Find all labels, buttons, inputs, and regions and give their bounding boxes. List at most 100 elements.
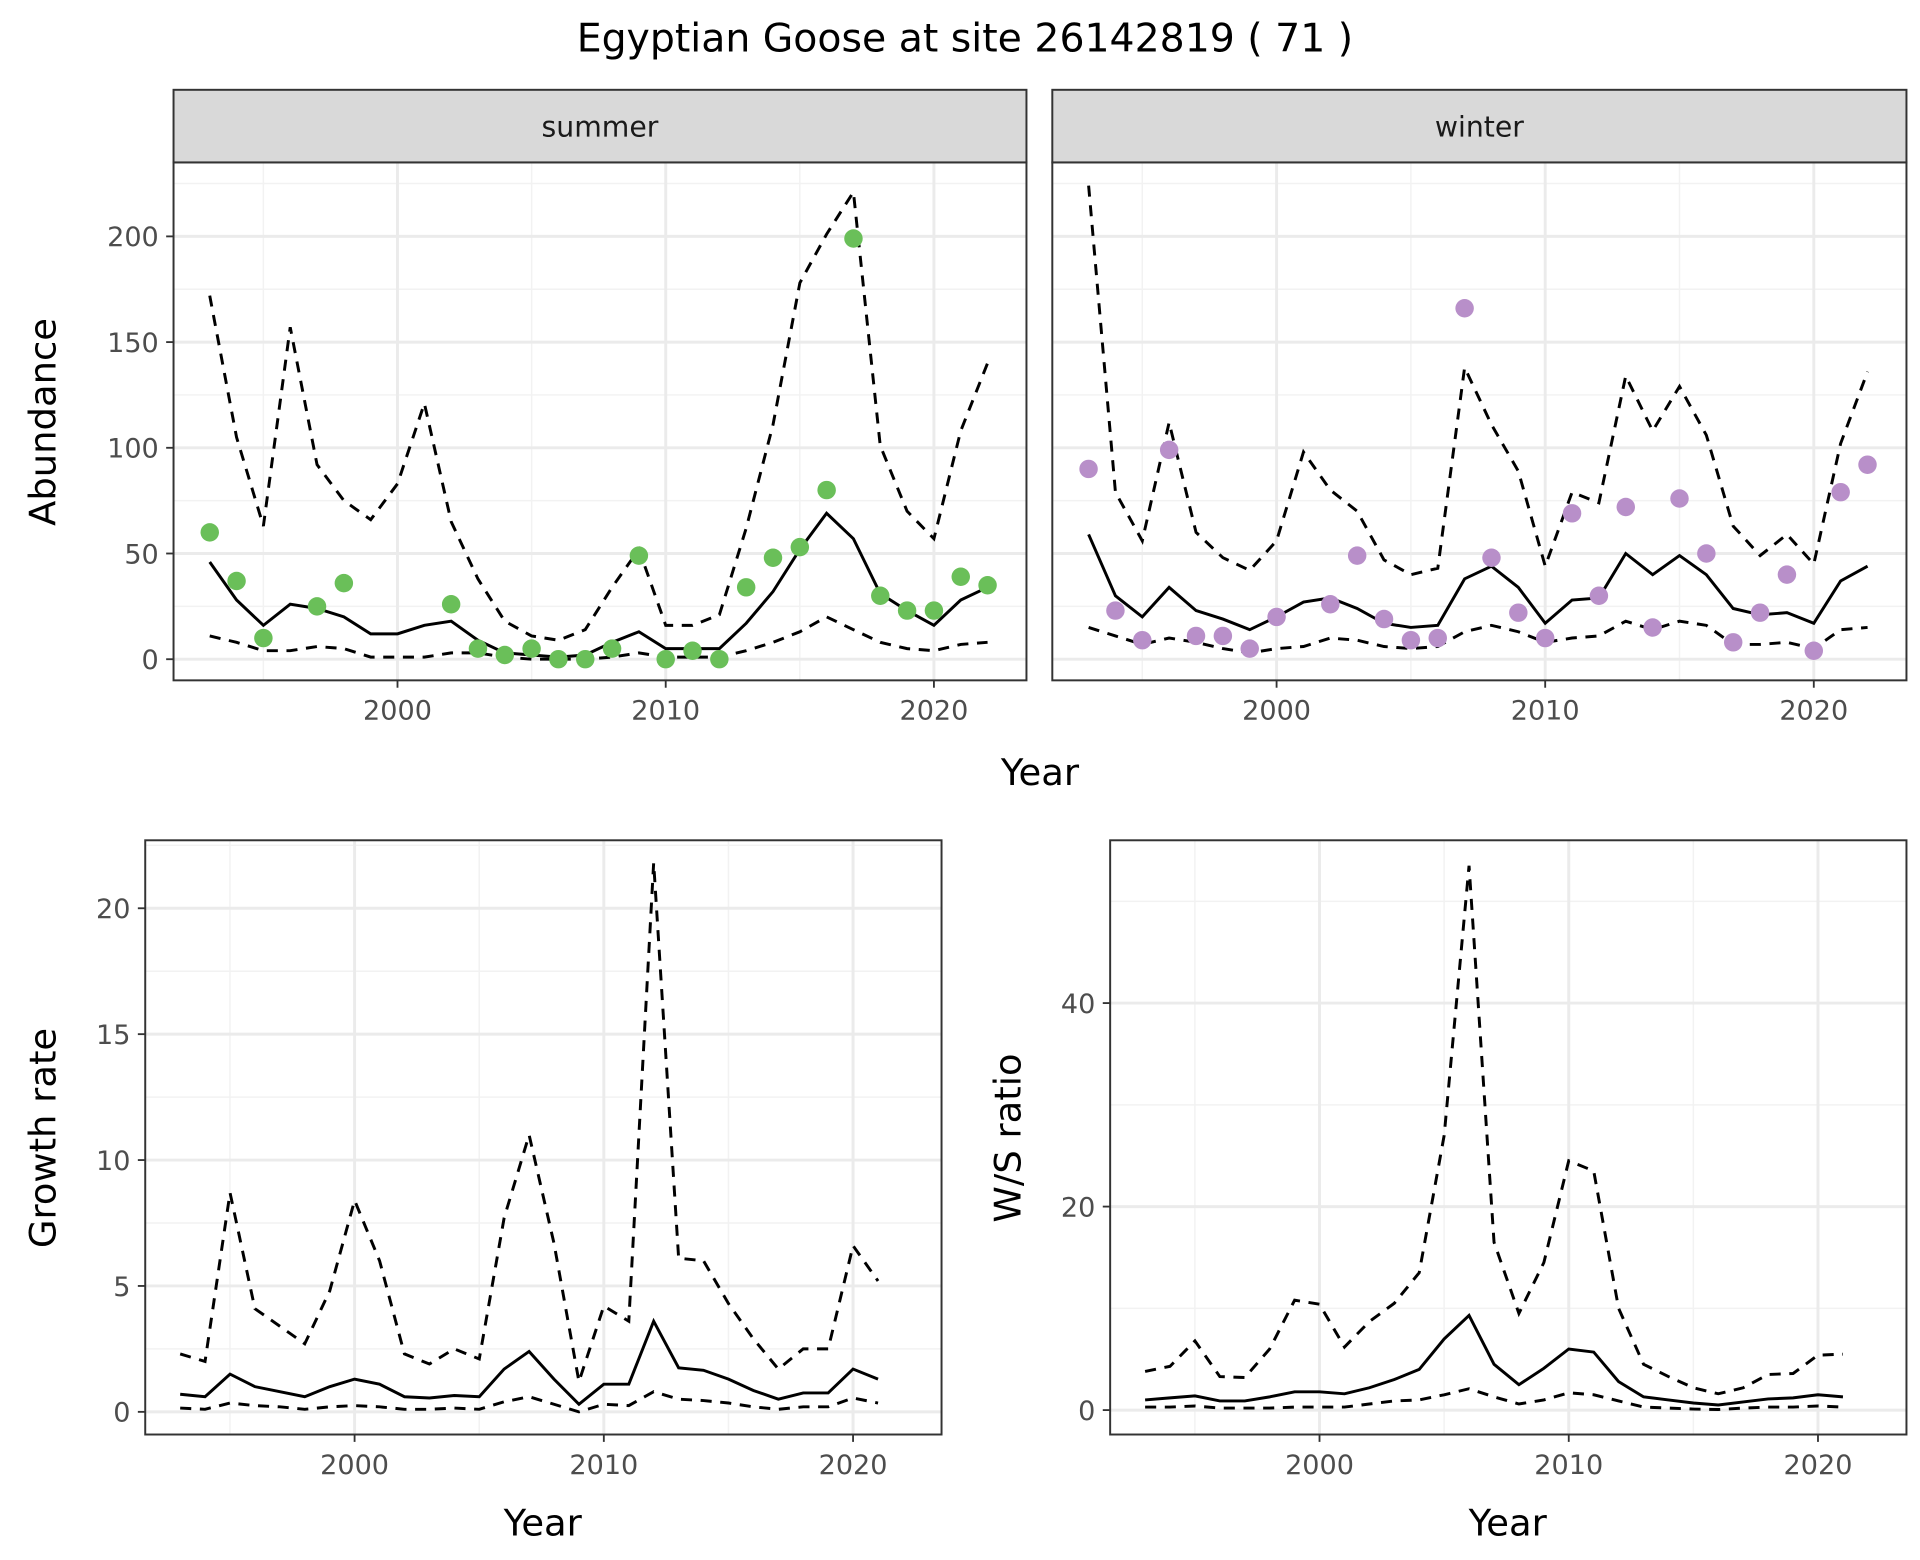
observed-point — [200, 523, 219, 542]
y-tick-label: 50 — [124, 539, 158, 570]
observed-point — [254, 628, 273, 648]
panel-border — [144, 839, 943, 1436]
x-tick-label: 2000 — [363, 696, 432, 727]
panel-background — [173, 162, 1027, 681]
observed-point — [334, 573, 354, 593]
panel-background — [1110, 840, 1907, 1435]
y-tick-label: 10 — [96, 1146, 130, 1177]
y-tick-label: 0 — [1078, 1396, 1095, 1427]
observed-point — [441, 595, 461, 614]
observed-point — [1428, 628, 1447, 648]
panel-background — [1052, 162, 1907, 681]
observed-point — [1858, 455, 1877, 474]
observed-point — [790, 537, 810, 557]
y-tick-label: 15 — [96, 1020, 130, 1051]
observed-point — [763, 548, 783, 567]
figure-title: Egyptian Goose at site 26142819 ( 71 ) — [577, 16, 1353, 62]
observed-point — [1347, 546, 1367, 565]
observed-point — [1213, 626, 1233, 646]
x-tick-label: 2020 — [819, 1450, 888, 1481]
observed-point — [1079, 459, 1098, 479]
y-tick-label: 20 — [1061, 1192, 1095, 1223]
x-axis-title: Year — [503, 1501, 583, 1544]
y-tick-label: 100 — [107, 434, 159, 465]
panel-background — [145, 840, 942, 1435]
observed-point — [1643, 618, 1662, 637]
observed-point — [576, 649, 595, 669]
x-axis-title: Year — [1468, 1501, 1548, 1544]
observed-point — [1804, 641, 1824, 660]
growth-rate-panel: 2000 2010 2020 0 5 10 15 20 — [96, 839, 943, 1481]
mean-line — [208, 511, 989, 659]
observed-point — [817, 480, 836, 500]
observed-point — [1670, 489, 1689, 508]
y-tick-label: 40 — [1061, 989, 1095, 1020]
observed-point — [549, 649, 568, 669]
y-tick-label: 150 — [107, 328, 159, 359]
observed-point — [629, 546, 649, 565]
observed-point — [1777, 565, 1797, 584]
observed-point — [1321, 595, 1340, 614]
x-tick-label: 2010 — [1511, 696, 1580, 727]
observed-point — [1482, 548, 1501, 567]
observed-point — [1240, 639, 1259, 658]
observed-point — [307, 597, 327, 616]
observed-point — [844, 229, 863, 248]
observed-point — [468, 639, 488, 658]
y-axis-title: Abundance — [21, 318, 64, 526]
facet-strip — [172, 88, 1028, 164]
x-tick-label: 2000 — [1242, 696, 1311, 727]
abundance-panel-summer: 2000 2010 2020 0 50 100 150 200 summer — [107, 88, 1028, 727]
facet-strip-label: summer — [542, 111, 659, 144]
observed-point — [1455, 299, 1474, 318]
x-tick-label: 2020 — [1779, 696, 1848, 727]
observed-point — [1267, 607, 1286, 627]
y-tick-label: 5 — [113, 1272, 130, 1303]
observed-point — [978, 575, 997, 595]
observed-point — [1535, 628, 1555, 648]
observed-point — [522, 639, 541, 658]
observed-point — [710, 649, 729, 669]
observed-point — [656, 649, 675, 669]
upper-bound-line — [1144, 865, 1844, 1396]
observed-point — [602, 639, 622, 658]
x-tick-label: 2010 — [569, 1450, 638, 1481]
observed-point — [1562, 504, 1582, 523]
observed-point — [495, 645, 515, 665]
x-tick-label: 2020 — [899, 696, 968, 727]
y-axis-title: W/S ratio — [986, 1053, 1029, 1222]
mean-line — [180, 1317, 879, 1407]
observed-point — [1133, 630, 1152, 650]
abundance-panel-winter: 2000 2010 2020 winter — [1051, 88, 1908, 727]
observed-point — [1159, 440, 1179, 460]
y-tick-label: 20 — [96, 894, 130, 925]
observed-point — [951, 567, 970, 586]
panel-border — [1109, 839, 1908, 1436]
y-tick-label: 0 — [113, 1398, 130, 1429]
x-tick-label: 2010 — [631, 696, 700, 727]
observed-point — [1401, 630, 1421, 650]
mean-line — [1087, 533, 1869, 632]
x-tick-label: 2000 — [320, 1450, 389, 1481]
observed-point — [227, 571, 246, 591]
observed-point — [1106, 601, 1125, 620]
lower-bound-line — [180, 1390, 879, 1414]
mean-line — [1144, 1312, 1844, 1407]
y-tick-label: 0 — [142, 645, 159, 676]
x-tick-label: 2000 — [1285, 1450, 1354, 1481]
observed-point — [1831, 482, 1850, 502]
observed-point — [1697, 544, 1716, 563]
observed-point — [1750, 603, 1770, 622]
observed-point — [897, 601, 917, 620]
upper-bound-line — [208, 187, 989, 642]
y-axis-title: Growth rate — [21, 1028, 64, 1248]
upper-bound-line — [179, 862, 880, 1383]
x-tick-label: 2010 — [1534, 1450, 1603, 1481]
observed-point — [1509, 603, 1528, 622]
observed-point — [1589, 586, 1609, 606]
observed-point — [924, 601, 944, 620]
observed-point — [1374, 609, 1394, 629]
observed-point — [736, 578, 756, 597]
observed-point — [683, 641, 702, 660]
